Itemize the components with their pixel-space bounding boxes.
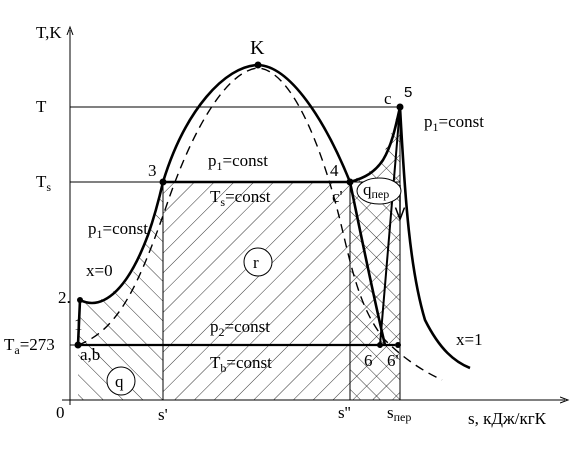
isotherm-tb: Tb=const: [210, 353, 272, 375]
level-ta: Ta=273: [4, 335, 55, 357]
origin: 0: [56, 403, 65, 422]
superheat: [349, 106, 402, 184]
point-3: 3: [148, 161, 157, 180]
isotherm-ts: Ts=const: [210, 187, 271, 209]
point-6: 6: [364, 351, 373, 370]
heat-r: r: [253, 253, 259, 272]
qper-ellipse: [356, 177, 402, 205]
x-label: s, кДж/кгК: [468, 409, 547, 428]
isentrope: [348, 181, 387, 346]
p1-liquid: [76, 181, 165, 346]
point-4: 4: [330, 161, 339, 180]
s2: s'': [338, 403, 351, 422]
point-1: 1: [74, 315, 83, 334]
sper: sпер: [387, 403, 411, 424]
points: [74, 61, 404, 349]
r-circle: [243, 247, 273, 277]
s1: s': [158, 405, 168, 424]
isobar-c: p1=const: [424, 112, 484, 134]
level-t: T: [36, 97, 47, 116]
isobar-top: p1=const: [208, 151, 268, 173]
isobar-p2: p2=const: [210, 317, 270, 339]
x1-curve: [398, 106, 471, 370]
q-circle: [106, 366, 136, 396]
point-c: c: [384, 89, 392, 108]
level-ts: Ts: [36, 172, 51, 194]
expansion: [379, 106, 401, 346]
point-2: 2.: [58, 288, 71, 307]
point-6-prime: 6': [387, 351, 399, 370]
point-c-prime: c': [332, 187, 343, 206]
heat-q: q: [115, 372, 124, 391]
isobar-left: p1=const: [88, 219, 148, 241]
point-k: K: [250, 37, 265, 59]
heat-qper: qпер: [363, 180, 389, 201]
x1: x=1: [456, 330, 483, 349]
y-label: T,K: [36, 23, 62, 42]
x0: x=0: [86, 261, 113, 280]
point-5: 5: [404, 84, 412, 101]
point-ab: a,b: [80, 345, 100, 364]
area-r: [163, 182, 350, 400]
